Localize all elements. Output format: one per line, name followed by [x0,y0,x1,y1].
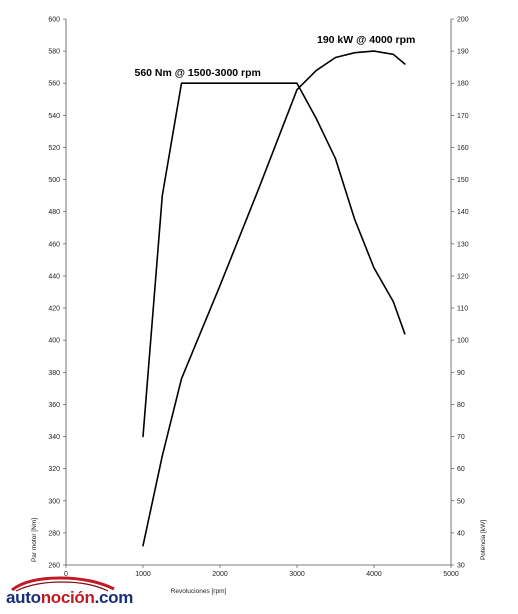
y-left-tick-label: 460 [48,241,60,248]
y-left-tick-label: 560 [48,81,60,88]
x-tick-label: 3000 [289,571,305,578]
y-right-tick-label: 30 [457,563,465,570]
y-right-tick-label: 160 [457,145,469,152]
x-tick-label: 2000 [212,571,228,578]
y-right-tick-label: 110 [457,306,468,313]
logo-text-part1: auto [6,588,41,607]
y-left-tick-label: 480 [48,209,60,216]
x-tick-label: 4000 [366,571,382,578]
y-right-tick-label: 190 [457,49,469,56]
y-left-tick-label: 280 [48,530,60,537]
y-right-tick-label: 130 [457,241,469,248]
y-left-tick-label: 300 [48,498,60,505]
x-ticks: 0 1000 2000 3000 4000 5000 [64,565,459,578]
y-left-tick-label: 600 [48,17,60,24]
y-left-tick-label: 340 [48,434,60,441]
site-logo: autonoción.com [6,576,176,612]
y-left-axis-label: Par motor [Nm] [31,518,38,562]
series-group [142,50,406,547]
y-left-tick-label: 320 [48,466,60,473]
car-silhouette-icon [11,576,115,592]
logo-text-part3: .com [94,588,134,607]
y-right-tick-label: 80 [457,402,465,409]
torque-peak-annotation: 560 Nm @ 1500-3000 rpm [135,67,261,79]
annotation-group: 560 Nm @ 1500-3000 rpm 190 kW @ 4000 rpm [135,34,416,79]
x-tick-label: 5000 [443,571,459,578]
power-curve-line [142,50,406,547]
logo-text: autonoción.com [6,588,133,608]
y-right-tick-label: 180 [457,81,469,88]
y-left-tick-label: 500 [48,177,60,184]
y-left-tick-label: 520 [48,145,60,152]
power-peak-annotation: 190 kW @ 4000 rpm [317,34,415,46]
y-left-tick-label: 360 [48,402,60,409]
y-left-tick-label: 400 [48,338,60,345]
y-right-tick-label: 90 [457,370,465,377]
y-right-tick-label: 150 [457,177,469,184]
axes-frame [65,19,452,566]
y-right-tick-label: 170 [457,113,469,120]
y-right-tick-label: 140 [457,209,469,216]
y-left-tick-label: 540 [48,113,60,120]
y-right-tick-label: 100 [457,338,469,345]
y-right-tick-label: 40 [457,530,465,537]
y-right-tick-label: 50 [457,498,465,505]
torque-curve-line [142,82,406,438]
x-tick-label: 1000 [135,571,151,578]
y-left-tick-label: 580 [48,49,60,56]
y-left-ticks: 260 280 300 320 340 360 380 400 420 440 460 480 500 5… [48,17,66,570]
y-left-tick-label: 260 [48,563,60,570]
y-right-tick-label: 120 [457,273,469,280]
x-tick-label: 0 [64,571,68,578]
y-left-tick-label: 440 [48,273,60,280]
logo-text-part2: noción [40,588,95,607]
y-right-tick-label: 70 [457,434,465,441]
y-right-ticks: 30 40 50 60 70 80 90 100 110 120 130 140 150 160 170 18… [451,17,469,570]
y-left-tick-label: 420 [48,306,60,313]
y-left-tick-label: 380 [48,370,60,377]
x-axis-label: Revoluciones [rpm] [171,588,227,595]
y-right-tick-label: 60 [457,466,465,473]
y-right-axis-label: Potencia [kW] [480,520,487,560]
y-right-tick-label: 200 [457,17,469,24]
